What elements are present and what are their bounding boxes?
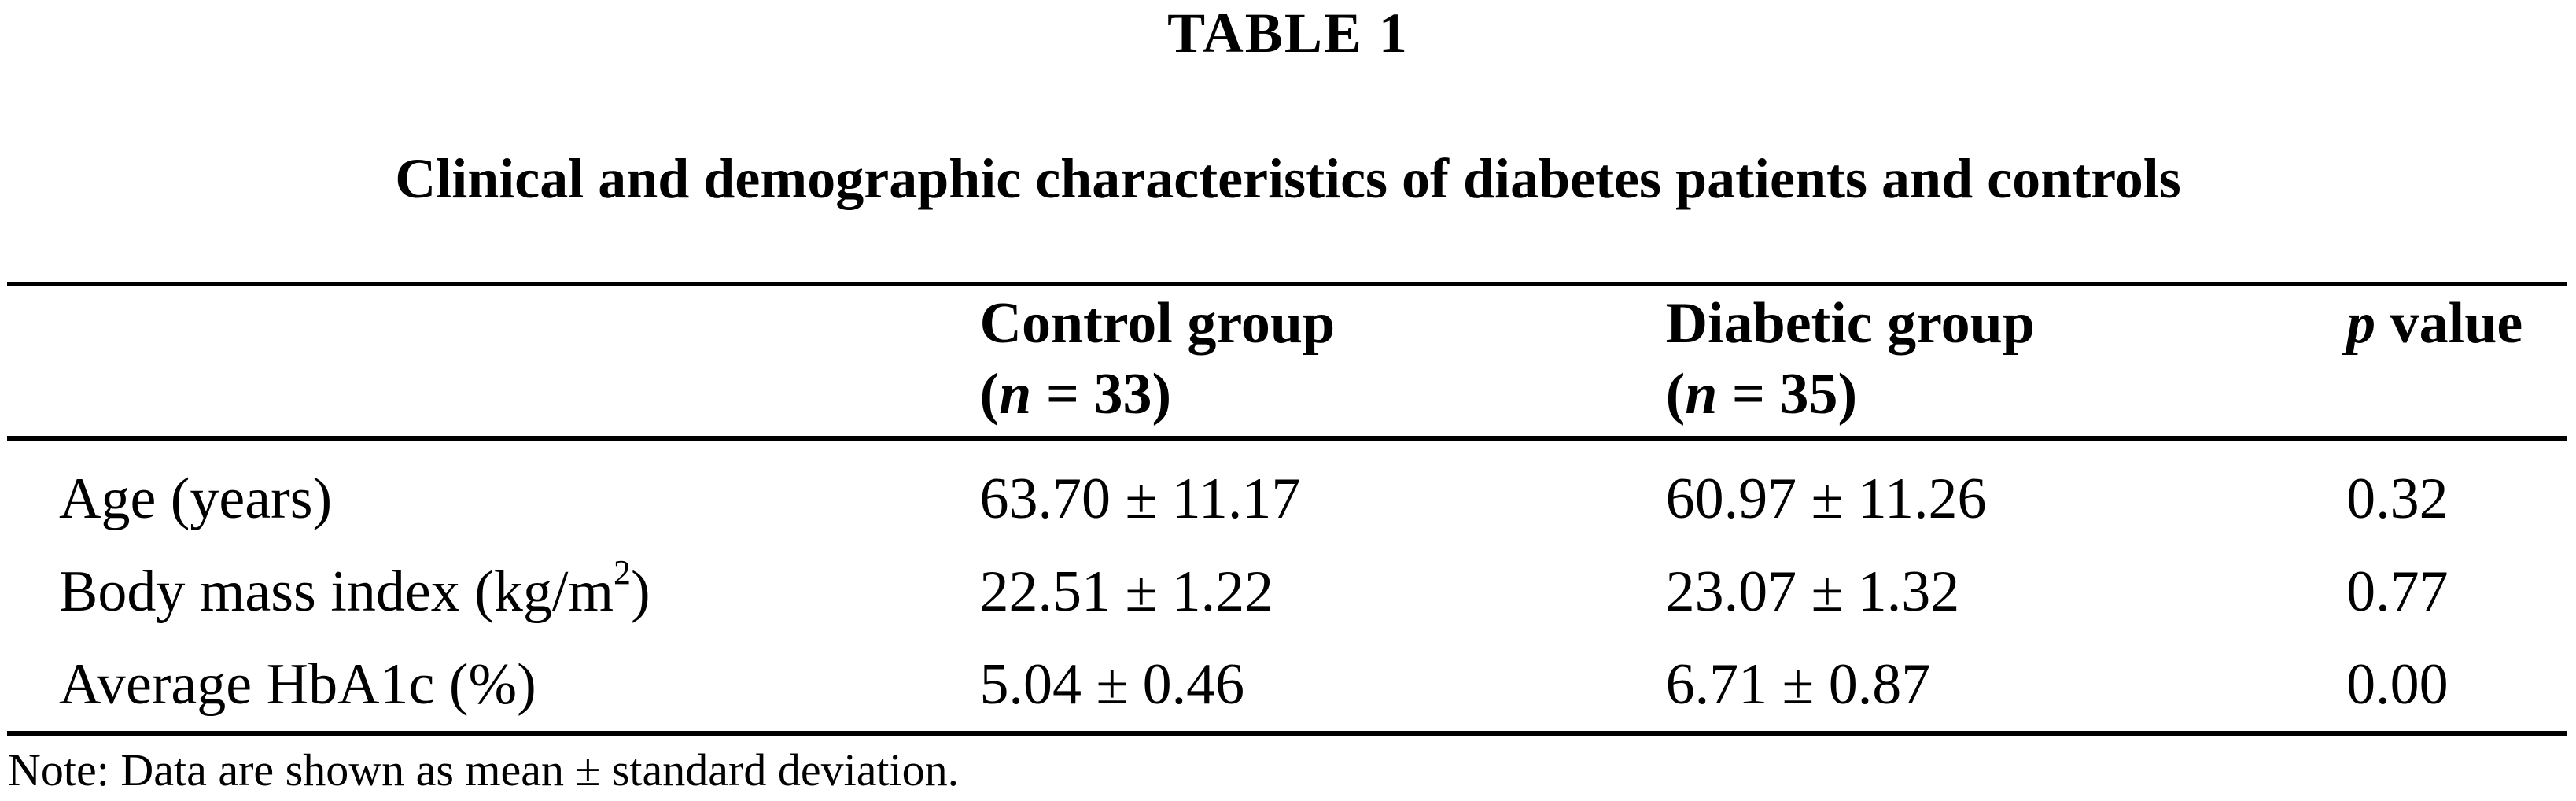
diabetic-group-title: Diabetic group: [1665, 291, 2035, 356]
control-value-cell: 22.51 ± 1.22: [979, 559, 1274, 624]
row-label-cell: Average HbA1c (%): [7, 627, 980, 734]
row-label-suffix: ): [631, 559, 650, 624]
table-row-age: Age (years) 63.70 ± 11.17 60.97 ± 11.26 …: [7, 439, 2567, 535]
diabetic-value-cell: 60.97 ± 11.26: [1665, 467, 1987, 531]
row-label: Age (years): [59, 467, 333, 531]
n-count: = 35): [1717, 362, 1858, 426]
table-caption: Clinical and demographic characteristics…: [395, 147, 2181, 210]
control-value-cell: 63.70 ± 11.17: [979, 467, 1301, 531]
characteristics-table: Control group (n = 33) Diabetic group (n…: [7, 282, 2567, 736]
row-label-cell: Age (years): [7, 439, 980, 535]
paren-open: (: [1665, 362, 1686, 426]
row-label-superscript: 2: [614, 553, 632, 592]
diabetic-value-cell: 6.71 ± 0.87: [1665, 652, 1931, 717]
n-symbol: n: [999, 362, 1032, 426]
control-group-title: Control group: [979, 291, 1336, 356]
p-value-word: value: [2375, 291, 2523, 356]
control-group-n: (n = 33): [980, 359, 1666, 430]
n-symbol: n: [1685, 362, 1718, 426]
header-stub: [7, 284, 980, 441]
p-value-cell: 0.32: [2346, 467, 2449, 531]
table-row-bmi: Body mass index (kg/m2) 22.51 ± 1.22 23.…: [7, 534, 2567, 627]
p-value-cell: 0.00: [2346, 652, 2449, 717]
p-symbol: p: [2346, 291, 2376, 356]
table-row-hba1c: Average HbA1c (%) 5.04 ± 0.46 6.71 ± 0.8…: [7, 627, 2567, 734]
p-value-cell: 0.77: [2346, 559, 2449, 624]
paren-open: (: [979, 362, 1000, 426]
control-value-cell: 5.04 ± 0.46: [979, 652, 1245, 717]
row-label: Average HbA1c (%): [59, 652, 536, 717]
table-footnote: Note: Data are shown as mean ± standard …: [8, 744, 960, 795]
col-header-diabetic-group: Diabetic group (n = 35): [1665, 284, 2347, 441]
n-count: = 33): [1031, 362, 1172, 426]
row-label: Body mass index (kg/m: [59, 559, 614, 624]
diabetic-value-cell: 23.07 ± 1.32: [1665, 559, 1960, 624]
diabetic-group-n: (n = 35): [1666, 359, 2347, 430]
col-header-p-value: p value: [2346, 284, 2567, 441]
header-row: Control group (n = 33) Diabetic group (n…: [7, 284, 2567, 441]
col-header-control-group: Control group (n = 33): [979, 284, 1666, 441]
row-label-cell: Body mass index (kg/m2): [7, 534, 980, 627]
table-label: TABLE 1: [1167, 2, 1409, 65]
